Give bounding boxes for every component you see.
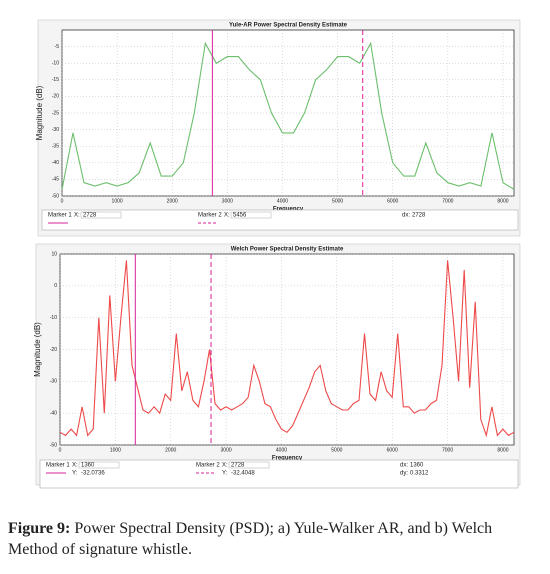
marker-x-value: 2728	[231, 463, 245, 469]
y-tick-label: -20	[52, 94, 59, 100]
psd-line	[61, 41, 515, 190]
marker-x-label: X:	[72, 463, 78, 469]
y-tick-label: -45	[52, 177, 59, 183]
marker-x-label: X:	[74, 213, 80, 219]
x-axis-label: Frequency	[272, 456, 303, 462]
marker-x-box	[78, 461, 120, 469]
marker-x-label: X:	[222, 463, 228, 469]
marker-y-value: -32.0736	[81, 471, 105, 477]
x-tick-label: 4000	[277, 198, 288, 204]
caption-label: Figure 9:	[8, 520, 71, 537]
x-tick-label: 6000	[387, 198, 398, 204]
marker-y-label: Y:	[222, 471, 228, 477]
y-tick-label: -50	[50, 442, 57, 448]
y-tick-label: -40	[52, 160, 59, 166]
x-tick-label: 2000	[167, 198, 178, 204]
y-tick-label: -35	[52, 144, 59, 150]
y-tick-label: -30	[50, 379, 57, 385]
x-tick-label: 7000	[442, 447, 453, 453]
dx-label: dx:	[400, 463, 408, 469]
marker-name: Marker 2	[198, 213, 222, 219]
x-axis-label: Frequency	[273, 207, 304, 213]
marker-panel	[39, 459, 519, 489]
y-tick-label: -50	[52, 193, 59, 199]
marker-name: Marker 1	[48, 213, 72, 219]
y-axis-label: Magnitude (dB)	[35, 85, 44, 140]
x-tick-label: 5000	[332, 198, 343, 204]
x-tick-label: 3000	[221, 447, 232, 453]
dy-label: dy:	[400, 471, 408, 477]
x-tick-label: 8000	[497, 198, 508, 204]
marker-name: Marker 2	[196, 463, 220, 469]
marker-x-box	[80, 211, 122, 219]
x-tick-label: 0	[59, 447, 62, 453]
marker-x-value: 2728	[83, 213, 97, 219]
marker-y-label: Y:	[72, 471, 78, 477]
x-tick-label: 7000	[442, 198, 453, 204]
chart-title: Welch Power Spectral Density Estimate	[231, 247, 344, 253]
dx-label: dx:	[402, 213, 410, 219]
x-tick-label: 8000	[497, 447, 508, 453]
caption-text: Power Spectral Density (PSD); a) Yule-Wa…	[8, 520, 493, 558]
dy-value: 0.3312	[410, 471, 429, 477]
marker-y-value: -32.4048	[231, 471, 255, 477]
y-tick-label: -20	[50, 347, 57, 353]
marker-x-value: 1360	[81, 463, 95, 469]
marker-panel	[41, 209, 519, 231]
y-tick-label: -10	[52, 61, 59, 67]
y-tick-label: 0	[54, 283, 57, 289]
x-tick-label: 1000	[110, 447, 121, 453]
marker-x-label: X:	[224, 213, 230, 219]
x-tick-label: 5000	[331, 447, 342, 453]
y-tick-label: -30	[52, 127, 59, 133]
x-tick-label: 3000	[222, 198, 233, 204]
x-tick-label: 6000	[387, 447, 398, 453]
dx-value: 2728	[412, 213, 426, 219]
dx-value: 1360	[410, 463, 424, 469]
marker-name: Marker 1	[46, 463, 70, 469]
y-tick-label: -25	[52, 110, 59, 116]
x-tick-label: 4000	[276, 447, 287, 453]
marker-x-box	[230, 211, 272, 219]
x-tick-label: 2000	[165, 447, 176, 453]
figure: Yule-AR Power Spectral Density Estimate F…	[33, 19, 521, 489]
x-tick-label: 0	[61, 198, 64, 204]
x-tick-label: 1000	[112, 198, 123, 204]
y-tick-label: 10	[51, 251, 57, 257]
chart-title: Yule-AR Power Spectral Density Estimate	[229, 23, 348, 29]
y-tick-label: -40	[50, 410, 57, 416]
y-axis-label: Magnitude (dB)	[33, 322, 42, 377]
y-tick-label: -10	[50, 315, 57, 321]
caption: Figure 9: Power Spectral Density (PSD); …	[8, 518, 544, 560]
y-tick-label: -15	[52, 77, 59, 83]
y-tick-label: -5	[55, 44, 60, 50]
marker-x-value: 5456	[233, 213, 247, 219]
marker-x-box	[228, 461, 270, 469]
